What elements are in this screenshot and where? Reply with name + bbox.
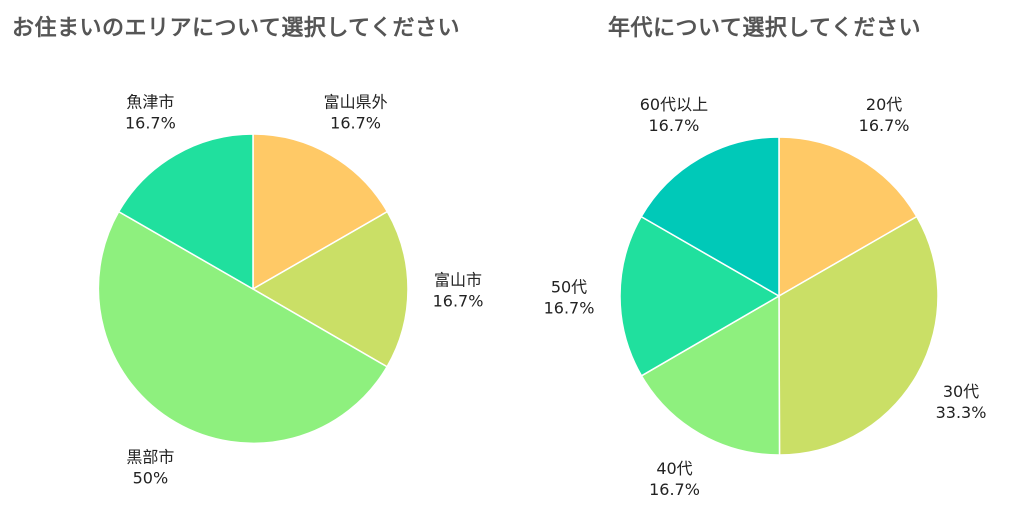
pie-age: 20代 16.7% 30代 33.3% 40代 16.7% 50代 16.7% 60代以上 16.… — [544, 95, 987, 499]
slice-label-1-0: 20代 — [866, 95, 902, 114]
slice-value-1-1: 33.3% — [936, 403, 987, 422]
pie-slice-0-3 — [117, 133, 254, 291]
slice-value-1-0: 16.7% — [859, 116, 910, 135]
pie-slice-0-1 — [251, 210, 409, 368]
slice-value-0-3: 16.7% — [125, 114, 176, 133]
slice-label-0-0: 富山県外 — [324, 93, 388, 112]
pie-slice-1-3 — [619, 215, 781, 377]
slice-label-1-1: 30代 — [943, 382, 979, 401]
chart-title-area: お住まいのエリアについて選択してください — [12, 16, 461, 41]
slice-label-1-4: 60代以上 — [640, 95, 708, 114]
slice-value-1-2: 16.7% — [649, 480, 700, 499]
slice-label-1-3: 50代 — [551, 277, 587, 296]
slice-value-0-1: 16.7% — [433, 291, 484, 310]
slice-value-1-4: 16.7% — [648, 116, 699, 135]
pie-slice-1-4 — [640, 136, 780, 298]
slice-label-0-3: 魚津市 — [126, 93, 174, 112]
slice-value-0-2: 50% — [133, 469, 169, 488]
pie-slice-0-0 — [252, 133, 389, 291]
slice-label-1-2: 40代 — [656, 459, 692, 478]
slice-label-0-2: 黒部市 — [126, 448, 174, 467]
pie-slice-0-2 — [97, 210, 389, 445]
pie-slice-1-0 — [778, 136, 918, 298]
slice-value-1-3: 16.7% — [544, 298, 595, 317]
pie-area: 富山県外 16.7% 富山市 16.7% 黒部市 50% 魚津市 16.7% — [97, 93, 484, 488]
chart-title-age: 年代について選択してください — [608, 16, 922, 41]
pie-slice-1-1 — [778, 215, 939, 456]
slice-label-0-1: 富山市 — [434, 270, 482, 289]
pie-slice-1-2 — [640, 294, 781, 456]
slice-value-0-0: 16.7% — [330, 114, 381, 133]
